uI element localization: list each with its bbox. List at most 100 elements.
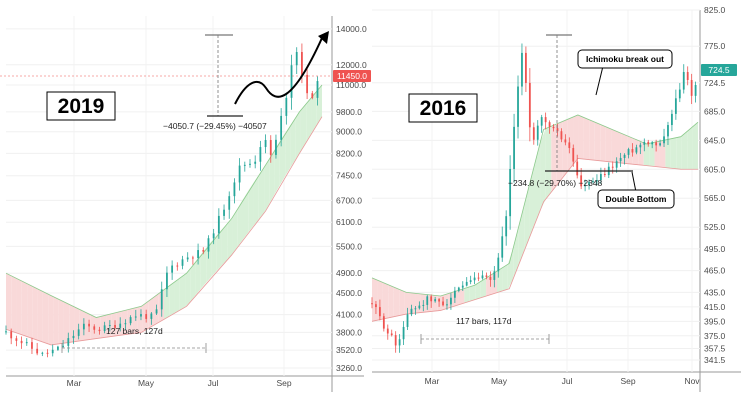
cloud-segment xyxy=(404,291,411,315)
candle-body xyxy=(124,323,127,325)
measure-drop-label: −4050.7 (−29.45%) −40507 xyxy=(163,121,267,131)
cloud-segment xyxy=(285,124,291,177)
y-tick-label: 9000.0 xyxy=(336,127,362,137)
cloud-segment xyxy=(621,133,628,164)
year-label-box xyxy=(46,91,116,121)
cloud-segment xyxy=(611,128,617,163)
cloud-segment xyxy=(258,167,265,220)
candle-body xyxy=(181,259,184,266)
candle-body xyxy=(375,304,377,308)
cloud-segment xyxy=(437,295,443,311)
callout-box xyxy=(577,49,673,69)
y-tick-label: 11000.0 xyxy=(336,80,366,90)
year-label: 2016 xyxy=(420,97,467,120)
y-tick-label: 8200.0 xyxy=(336,148,362,158)
candle-body xyxy=(145,314,148,319)
candle-body xyxy=(67,338,70,346)
candle-body xyxy=(77,329,80,336)
candle-body xyxy=(576,161,579,176)
cloud-segment xyxy=(665,138,671,169)
candle-body xyxy=(453,290,456,298)
candle-body xyxy=(398,339,401,346)
cloud-segment xyxy=(253,174,259,226)
x-tick-label: Mar xyxy=(425,376,440,386)
candle-body xyxy=(108,325,111,327)
chart-panel-2019: 3260.0 3520.0 3800.0 4100.0 4500.0 4900.0 5500… xyxy=(0,16,371,392)
price-axis-ticks: 3260.0 3520.0 3800.0 4100.0 4500.0 4900.0 5500… xyxy=(336,24,367,373)
cloud-segment xyxy=(372,277,378,322)
candle-body xyxy=(402,326,405,340)
y-tick-label: 7450.0 xyxy=(336,171,362,181)
candle-body xyxy=(473,277,476,281)
cloud-segment xyxy=(502,264,508,291)
cloud-segment xyxy=(573,115,579,165)
candle-body xyxy=(603,174,606,176)
candle-body xyxy=(686,72,689,80)
time-axis-ticks: Mar May Jul Sep Nov xyxy=(425,376,701,386)
candle-body xyxy=(57,346,59,350)
cloud-segment xyxy=(562,119,568,179)
candle-body xyxy=(651,142,654,145)
candle-body xyxy=(280,115,283,140)
cloud-span-a xyxy=(371,114,699,297)
candle-body xyxy=(264,140,267,148)
candle-body xyxy=(150,313,153,319)
candle-body xyxy=(465,281,468,286)
candle-body xyxy=(556,128,559,132)
candle-body xyxy=(371,303,373,305)
cloud-segment xyxy=(643,142,650,166)
cloud-span-a xyxy=(5,84,323,318)
candle-body xyxy=(639,144,642,148)
candle-body xyxy=(171,265,174,273)
candle-body xyxy=(469,280,472,282)
cloud-span-b xyxy=(371,157,698,322)
y-tick-label: 605.0 xyxy=(704,164,726,174)
last-price-value: 11450.0 xyxy=(337,71,367,81)
y-tick-label: 6100.0 xyxy=(336,217,362,227)
cloud-segment xyxy=(111,312,117,337)
candle-body xyxy=(674,98,677,114)
cloud-segment xyxy=(85,311,91,341)
candle-body xyxy=(584,185,587,187)
candle-body xyxy=(311,93,314,98)
candle-body xyxy=(406,314,409,327)
projection-arrowhead xyxy=(318,31,329,44)
candle-body xyxy=(212,233,215,239)
y-tick-label: 825.0 xyxy=(704,5,726,15)
candle-body xyxy=(497,257,500,272)
cloud-segment xyxy=(221,223,228,266)
y-tick-label: 14000.0 xyxy=(336,24,367,34)
x-tick-label: Sep xyxy=(620,376,635,386)
candle-body xyxy=(254,161,257,164)
cloud-segment xyxy=(164,285,170,319)
cloud-segment xyxy=(578,115,584,160)
candle-body xyxy=(631,149,634,153)
cloud-segment xyxy=(399,289,405,316)
candle-body xyxy=(678,89,681,99)
candle-body xyxy=(410,308,413,315)
projection-arrow xyxy=(234,37,323,105)
cloud-segment xyxy=(638,140,644,166)
cloud-segment xyxy=(137,305,143,333)
candle-body xyxy=(501,236,504,258)
candle-body xyxy=(635,147,638,153)
cloud-segment xyxy=(605,126,612,162)
candle-body xyxy=(166,272,168,290)
cloud-segment xyxy=(300,103,307,151)
candle-body xyxy=(544,117,547,123)
cloud-segment xyxy=(545,126,552,199)
candle-body xyxy=(619,157,622,162)
cloud-segment xyxy=(206,241,212,283)
cloud-segment xyxy=(306,97,312,142)
cloud-segment xyxy=(264,158,270,213)
candle-body xyxy=(378,307,381,317)
candle-body xyxy=(306,74,309,94)
candle-body xyxy=(207,238,210,252)
cloud-segment xyxy=(540,128,546,210)
cloud-segment xyxy=(458,288,465,305)
candle-body xyxy=(31,342,33,349)
cloud-segment xyxy=(475,281,481,300)
x-tick-label: Jul xyxy=(562,376,573,386)
y-tick-label: 4900.0 xyxy=(336,268,362,278)
